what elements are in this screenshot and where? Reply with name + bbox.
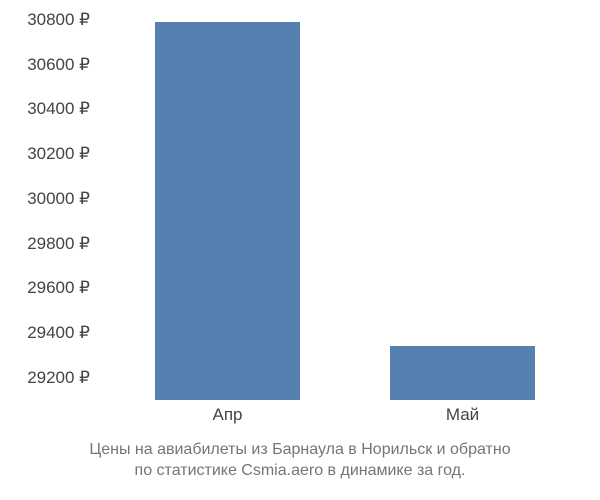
x-tick-label: Апр xyxy=(213,405,243,425)
y-tick-label: 30400 ₽ xyxy=(27,99,90,119)
caption-line-1: Цены на авиабилеты из Барнаула в Норильс… xyxy=(89,441,510,458)
y-tick-label: 30200 ₽ xyxy=(27,144,90,164)
chart-caption: Цены на авиабилеты из Барнаула в Норильс… xyxy=(0,439,600,482)
plot-area xyxy=(110,20,580,400)
caption-line-2: по статистике Csmia.aero в динамике за г… xyxy=(135,462,466,479)
y-tick-label: 29200 ₽ xyxy=(27,368,90,388)
y-axis: 29200 ₽ 29400 ₽ 29600 ₽ 29800 ₽ 30000 ₽ 30200… xyxy=(0,20,100,400)
y-tick-label: 29800 ₽ xyxy=(27,234,90,254)
y-tick-label: 30000 ₽ xyxy=(27,189,90,209)
price-chart: 29200 ₽ 29400 ₽ 29600 ₽ 29800 ₽ 30000 ₽ 30200… xyxy=(0,0,600,500)
x-axis: Апр Май xyxy=(110,405,580,430)
y-tick-label: 29600 ₽ xyxy=(27,278,90,298)
x-tick-label: Май xyxy=(446,405,479,425)
y-tick-label: 30600 ₽ xyxy=(27,55,90,75)
y-tick-label: 29400 ₽ xyxy=(27,323,90,343)
y-tick-label: 30800 ₽ xyxy=(27,10,90,30)
bar xyxy=(390,346,536,400)
bar xyxy=(155,22,301,400)
